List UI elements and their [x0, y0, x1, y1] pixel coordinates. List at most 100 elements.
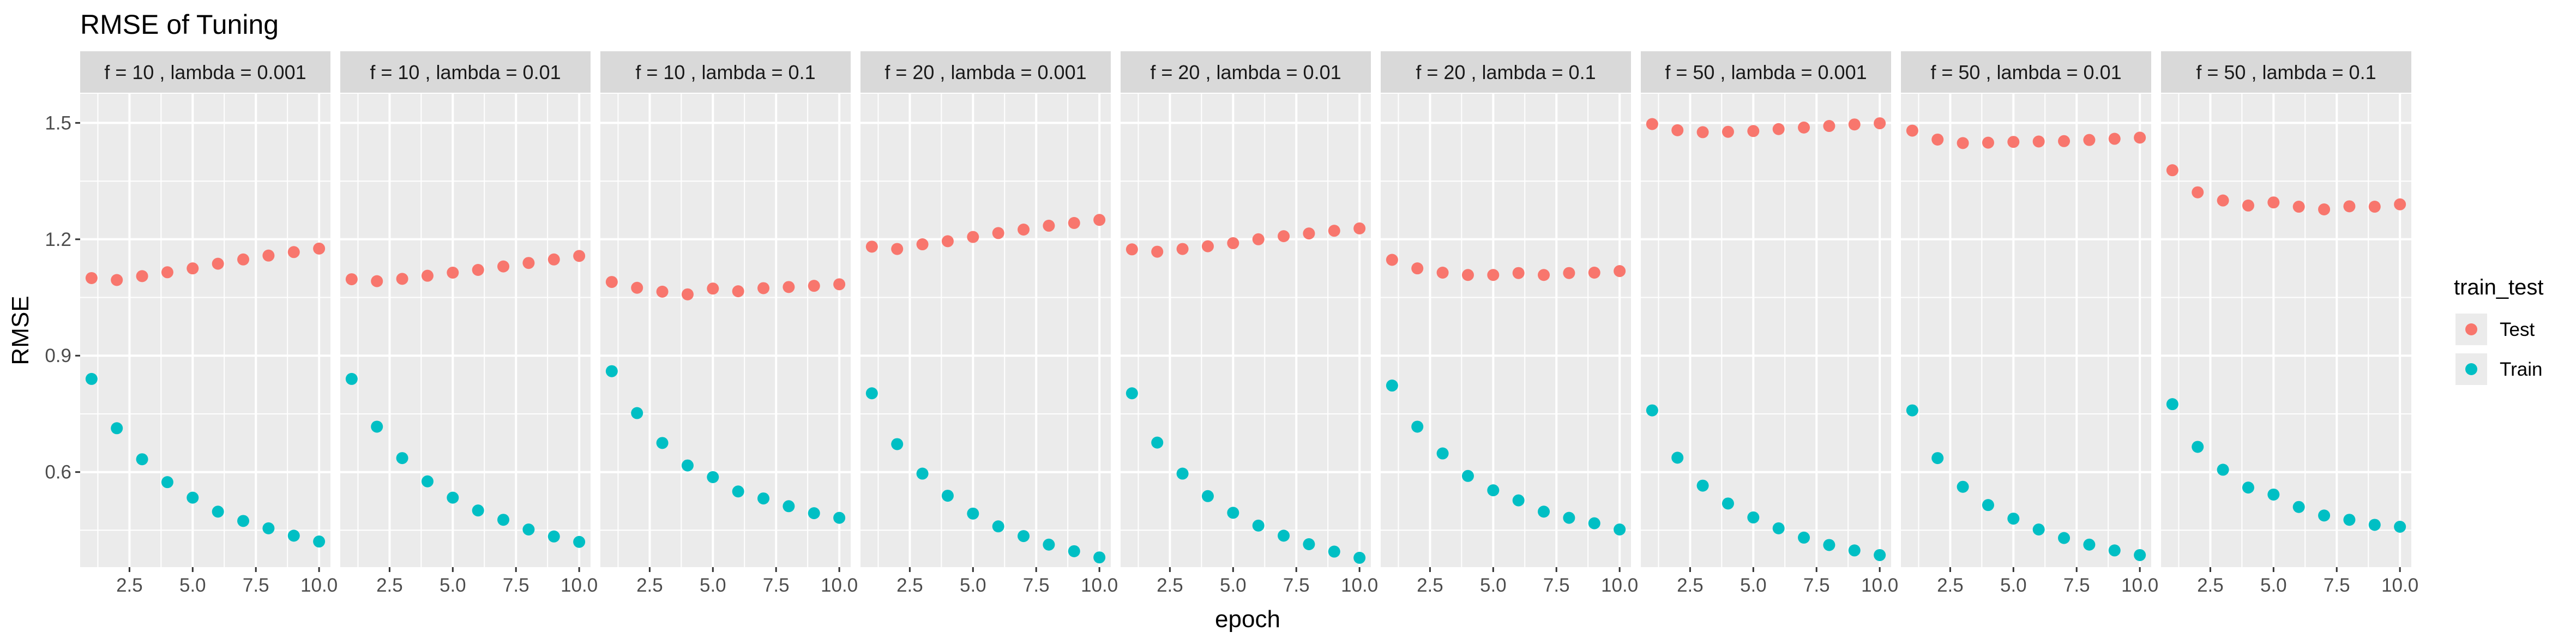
- train-point: [1126, 387, 1138, 400]
- plot-background: [1121, 94, 1371, 567]
- train-point: [1563, 511, 1575, 524]
- train-point: [2368, 519, 2381, 531]
- facet-strip-label: f = 20 , lambda = 0.01: [1150, 61, 1341, 83]
- plot-background: [2161, 94, 2411, 567]
- train-point: [1461, 470, 1474, 482]
- train-point: [732, 485, 744, 498]
- train-point: [2166, 398, 2178, 411]
- test-point: [2242, 199, 2254, 212]
- facet-panel: f = 10 , lambda = 0.01 2.5 5.0 7.5 10.0: [340, 51, 598, 596]
- test-point: [1386, 254, 1398, 266]
- train-point: [1646, 404, 1658, 417]
- facet-strip-label: f = 10 , lambda = 0.1: [635, 61, 815, 83]
- plot-background: [1381, 94, 1631, 567]
- x-tick-label: 2.5: [1417, 575, 1443, 596]
- test-point: [85, 272, 98, 284]
- test-point: [497, 260, 510, 273]
- test-point: [605, 276, 618, 288]
- train-point: [1278, 529, 1290, 542]
- test-point: [631, 281, 643, 294]
- train-point: [497, 514, 510, 526]
- train-point: [1906, 404, 1918, 417]
- train-point: [1512, 494, 1525, 507]
- facet-panel: f = 20 , lambda = 0.01 2.5 5.0 7.5 10.0: [1121, 51, 1378, 596]
- legend-label-test: Test: [2500, 319, 2535, 340]
- plot-background: [1641, 94, 1891, 567]
- x-tick-label: 10.0: [1861, 575, 1898, 596]
- test-point: [2032, 135, 2045, 148]
- train-point: [2032, 523, 2045, 535]
- test-point: [2007, 136, 2020, 148]
- test-point: [1722, 125, 1734, 138]
- test-point: [345, 273, 358, 286]
- test-point: [136, 270, 148, 282]
- train-point: [2394, 521, 2406, 533]
- train-point: [287, 529, 300, 542]
- y-tick-label: 0.6: [45, 462, 71, 483]
- train-point: [707, 471, 719, 483]
- test-point: [1176, 243, 1189, 255]
- train-point: [447, 491, 459, 504]
- train-point: [472, 504, 484, 517]
- test-point: [1461, 269, 1474, 281]
- test-point: [1957, 137, 1969, 149]
- x-tick-label: 10.0: [821, 575, 858, 596]
- test-point: [707, 282, 719, 295]
- test-point: [2166, 164, 2178, 177]
- test-point: [808, 280, 820, 292]
- train-point: [421, 475, 434, 487]
- x-tick-label: 10.0: [2121, 575, 2158, 596]
- train-point: [2292, 501, 2305, 513]
- facet-panel: f = 50 , lambda = 0.1 2.5 5.0 7.5 10.0: [2161, 51, 2418, 596]
- test-point: [1328, 225, 1340, 237]
- train-point: [783, 500, 795, 513]
- train-point: [757, 492, 770, 505]
- test-point: [1563, 267, 1575, 279]
- test-point: [656, 285, 669, 298]
- test-point: [2108, 133, 2121, 145]
- test-point: [421, 269, 434, 282]
- train-point: [2318, 509, 2331, 522]
- test-point: [313, 242, 326, 255]
- x-tick-label: 10.0: [1601, 575, 1638, 596]
- test-point: [1018, 224, 1030, 236]
- train-point: [186, 491, 199, 504]
- x-tick-label: 7.5: [1283, 575, 1310, 596]
- test-point: [1772, 123, 1785, 135]
- x-tick-label: 5.0: [700, 575, 726, 596]
- plot-background: [1901, 94, 2151, 567]
- train-point: [371, 420, 383, 433]
- train-point: [1436, 447, 1449, 460]
- test-point: [1411, 262, 1424, 275]
- train-point: [1093, 551, 1106, 564]
- facet-strip: [80, 51, 330, 93]
- test-point: [1696, 126, 1709, 139]
- facet-strip: [1641, 51, 1891, 93]
- test-point: [2318, 203, 2331, 216]
- test-point: [1646, 118, 1658, 130]
- train-point: [396, 452, 408, 465]
- test-point: [732, 285, 744, 298]
- facet-strip: [600, 51, 851, 93]
- test-point: [1931, 133, 1944, 146]
- test-point: [783, 281, 795, 293]
- train-point: [605, 365, 618, 377]
- x-tick-label: 7.5: [763, 575, 790, 596]
- train-point: [2242, 482, 2254, 494]
- facet-strip: [340, 51, 591, 93]
- test-point: [547, 253, 560, 266]
- train-point: [522, 523, 535, 535]
- train-point: [2007, 513, 2020, 525]
- x-tick-label: 5.0: [1220, 575, 1247, 596]
- facet-strip: [860, 51, 1111, 93]
- train-point: [681, 459, 694, 472]
- test-point: [262, 249, 275, 262]
- train-point: [1201, 490, 1214, 502]
- test-point: [161, 266, 173, 279]
- test-point: [1252, 233, 1265, 245]
- legend-label-train: Train: [2500, 359, 2542, 380]
- x-tick-label: 2.5: [636, 575, 663, 596]
- train-point: [1043, 538, 1055, 551]
- test-point: [2292, 201, 2305, 213]
- facet-strip: [2161, 51, 2411, 93]
